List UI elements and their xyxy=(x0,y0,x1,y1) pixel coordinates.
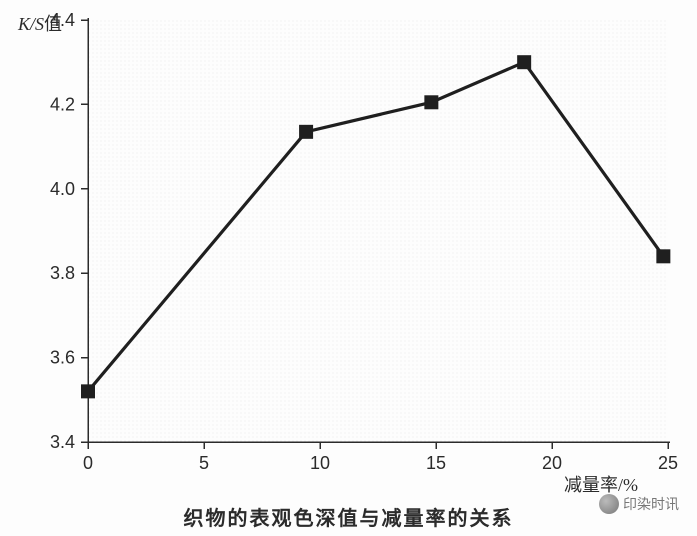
svg-text:3.6: 3.6 xyxy=(50,348,75,368)
svg-text:5: 5 xyxy=(199,453,209,473)
svg-text:K/S值: K/S值 xyxy=(17,14,62,34)
svg-text:3.8: 3.8 xyxy=(50,263,75,283)
svg-text:减量率/%: 减量率/% xyxy=(564,475,638,495)
svg-text:20: 20 xyxy=(542,453,562,473)
svg-text:10: 10 xyxy=(310,453,330,473)
chart-caption: 织物的表观色深值与减量率的关系 xyxy=(0,502,697,531)
svg-text:3.4: 3.4 xyxy=(50,432,75,452)
svg-text:4.0: 4.0 xyxy=(50,179,75,199)
svg-text:0: 0 xyxy=(83,453,93,473)
svg-text:15: 15 xyxy=(426,453,446,473)
chart-container: 3.43.63.84.04.24.40510152025K/S值减量率/% 织物… xyxy=(0,0,697,536)
line-chart: 3.43.63.84.04.24.40510152025K/S值减量率/% xyxy=(0,0,697,536)
svg-text:25: 25 xyxy=(658,453,678,473)
svg-text:4.2: 4.2 xyxy=(50,94,75,114)
